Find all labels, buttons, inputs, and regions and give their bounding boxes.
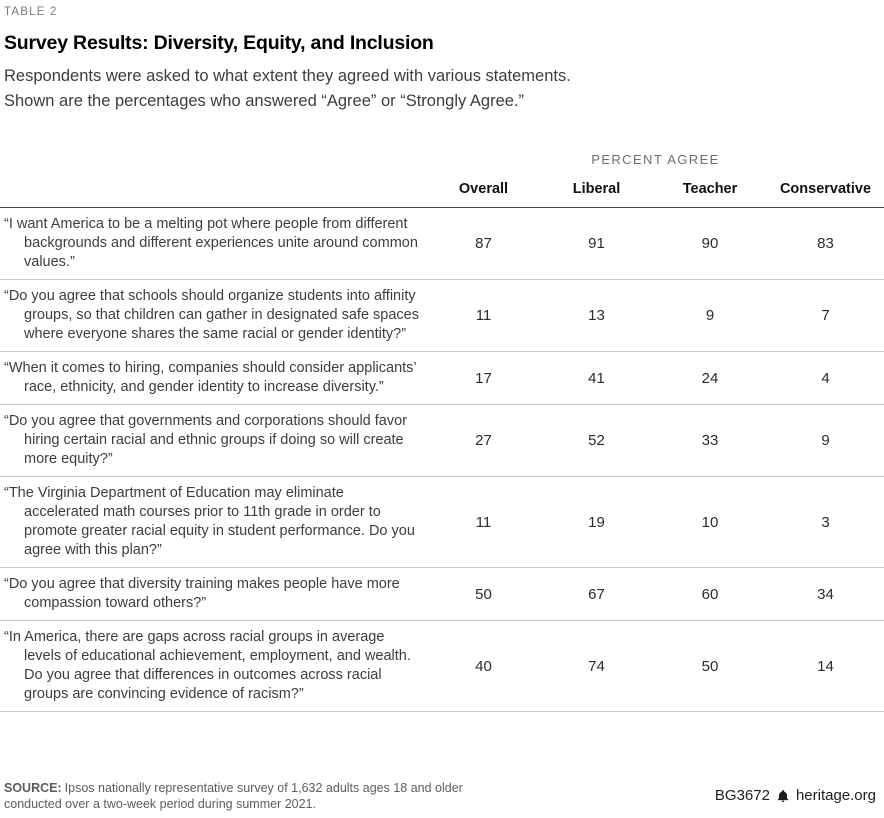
source-text: Ipsos nationally representative survey o… xyxy=(4,781,463,811)
value-cell-conservative: 34 xyxy=(817,585,834,603)
value-cell-teacher: 10 xyxy=(701,513,719,531)
column-header-conservative: Conservative xyxy=(779,181,872,197)
value-cell-conservative: 14 xyxy=(817,657,834,675)
column-header-spacer xyxy=(0,181,427,197)
statement-cell: “The Virginia Department of Education ma… xyxy=(4,485,415,558)
column-headers: Overall Liberal Teacher Conservative xyxy=(0,181,884,208)
table-row: “Do you agree that diversity training ma… xyxy=(0,568,884,621)
value-cell-overall: 11 xyxy=(475,513,492,531)
brand-mark: BG3672 heritage.org xyxy=(715,787,876,812)
value-cell-overall: 40 xyxy=(475,657,492,675)
value-cell-liberal: 67 xyxy=(588,585,605,603)
value-cell-conservative: 83 xyxy=(817,235,834,252)
site-name: heritage.org xyxy=(795,787,876,804)
value-cell-conservative: 4 xyxy=(821,369,830,387)
statement-cell: “Do you agree that governments and corpo… xyxy=(4,413,408,467)
value-cell-liberal: 41 xyxy=(588,369,605,387)
value-cell-overall: 87 xyxy=(475,235,492,252)
column-header-liberal: Liberal xyxy=(572,181,621,197)
statement-cell: “I want America to be a melting pot wher… xyxy=(4,216,418,270)
table-eyebrow: TABLE 2 xyxy=(4,6,58,18)
value-cell-conservative: 7 xyxy=(821,307,830,324)
table-row: “The Virginia Department of Education ma… xyxy=(0,477,884,568)
table-title: Survey Results: Diversity, Equity, and I… xyxy=(4,32,434,54)
value-cell-conservative: 9 xyxy=(821,432,830,449)
table-row: “When it comes to hiring, companies shou… xyxy=(0,352,884,405)
value-cell-teacher: 50 xyxy=(701,657,719,675)
value-cell-overall: 27 xyxy=(475,432,492,449)
value-cell-liberal: 52 xyxy=(588,432,605,449)
column-group-label: PERCENT AGREE xyxy=(591,152,720,167)
value-cell-conservative: 3 xyxy=(821,513,830,531)
value-cell-teacher: 24 xyxy=(701,369,719,387)
value-cell-liberal: 91 xyxy=(588,235,605,252)
value-cell-overall: 50 xyxy=(475,585,492,603)
survey-table: PERCENT AGREE Overall Liberal Teacher Co… xyxy=(0,152,884,712)
statement-cell: “Do you agree that diversity training ma… xyxy=(4,576,400,611)
document-id: BG3672 xyxy=(714,787,770,804)
value-cell-liberal: 19 xyxy=(588,513,605,531)
value-cell-teacher: 90 xyxy=(701,235,719,252)
column-header-overall: Overall xyxy=(458,181,509,197)
table-row: “Do you agree that schools should organi… xyxy=(0,280,884,352)
table-subtitle: Respondents were asked to what extent th… xyxy=(4,64,880,114)
table-row: “In America, there are gaps across racia… xyxy=(0,621,884,712)
figure-footer: SOURCE: Ipsos nationally representative s… xyxy=(4,780,876,812)
value-cell-overall: 11 xyxy=(475,307,492,324)
source-note: SOURCE: Ipsos nationally representative s… xyxy=(4,780,474,812)
value-cell-overall: 17 xyxy=(475,369,492,387)
subtitle-line-1: Respondents were asked to what extent th… xyxy=(4,67,571,85)
column-header-teacher: Teacher xyxy=(682,181,738,197)
liberty-bell-icon xyxy=(776,789,790,803)
statement-cell: “Do you agree that schools should organi… xyxy=(4,288,419,342)
statement-cell: “In America, there are gaps across racia… xyxy=(4,629,411,702)
value-cell-teacher: 60 xyxy=(701,585,719,603)
table-row: “Do you agree that governments and corpo… xyxy=(0,405,884,477)
value-cell-teacher: 33 xyxy=(701,432,719,449)
figure-header: TABLE 2 Survey Results: Diversity, Equit… xyxy=(0,0,884,114)
table-row: “I want America to be a melting pot wher… xyxy=(0,208,884,280)
value-cell-teacher: 9 xyxy=(705,307,715,324)
source-label: SOURCE: xyxy=(4,781,62,795)
column-group-spacer xyxy=(0,152,427,167)
column-group-row: PERCENT AGREE xyxy=(0,152,884,167)
statement-cell: “When it comes to hiring, companies shou… xyxy=(4,360,417,395)
value-cell-liberal: 13 xyxy=(588,307,605,324)
subtitle-line-2: Shown are the percentages who answered “… xyxy=(4,92,525,110)
value-cell-liberal: 74 xyxy=(588,657,605,675)
